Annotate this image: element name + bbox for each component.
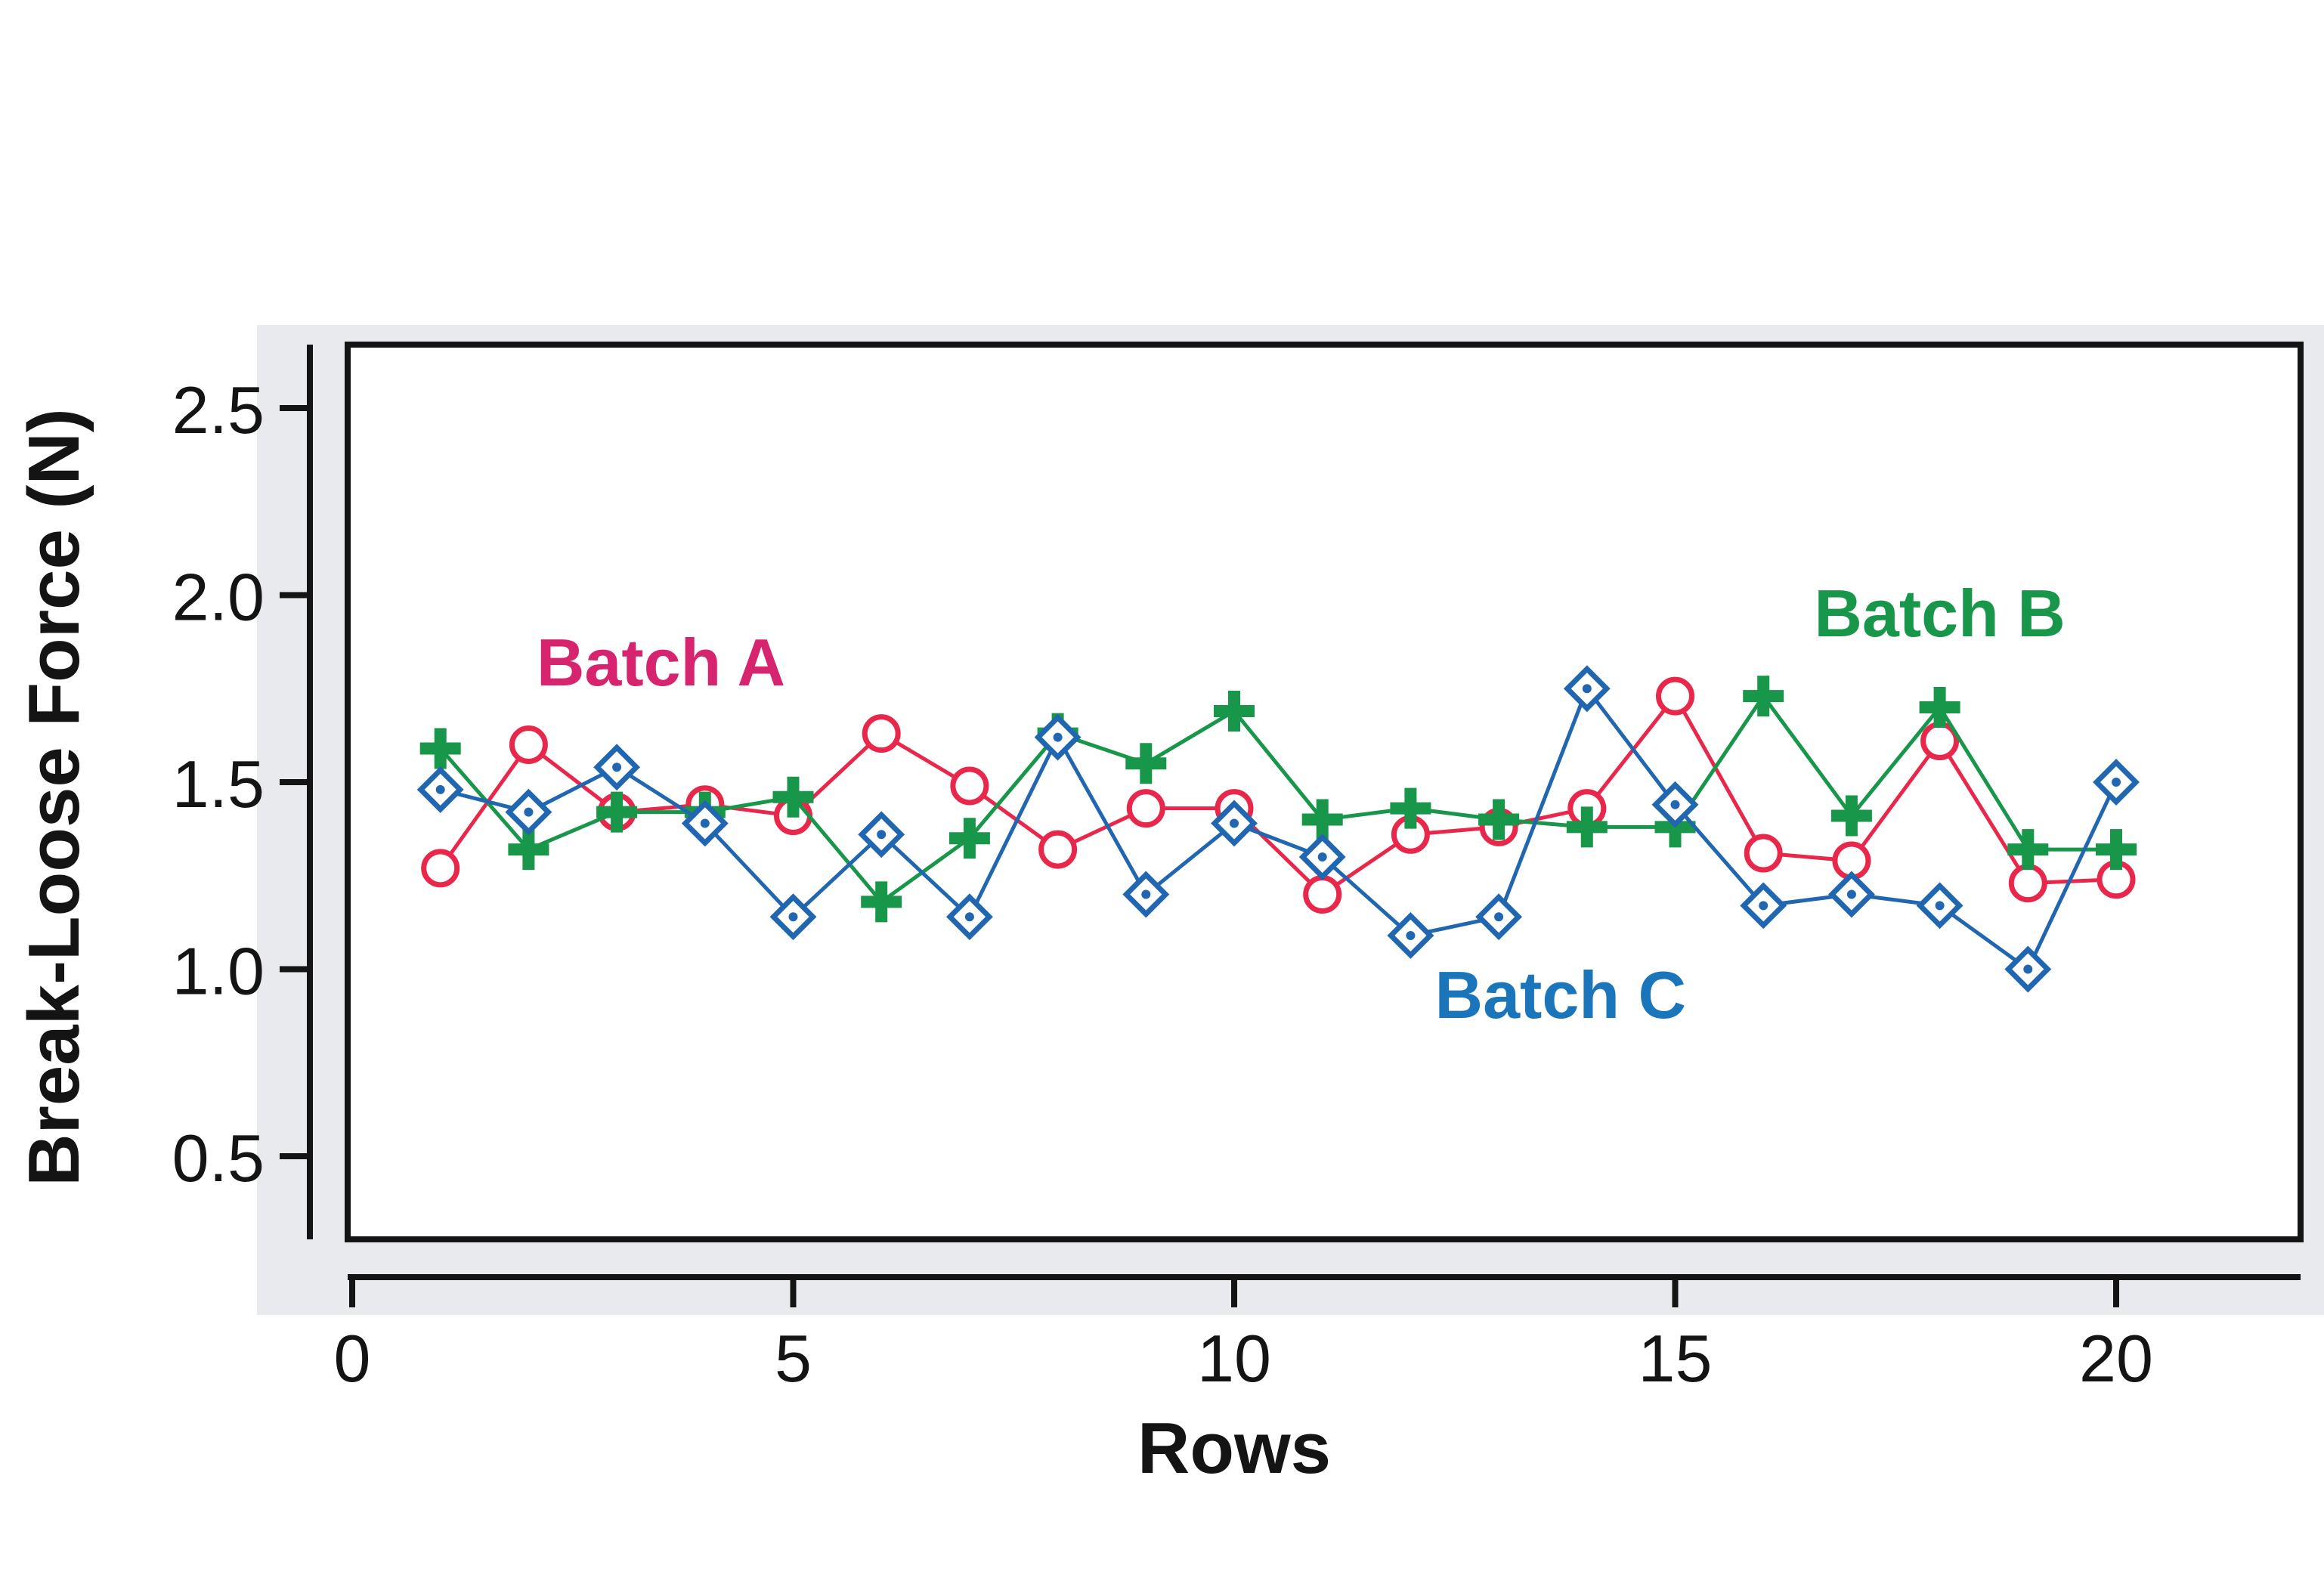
diamond-marker-dot xyxy=(700,818,710,828)
x-tick-label: 0 xyxy=(334,1321,371,1396)
y-axis-title: Break-Loose Force (N) xyxy=(14,408,94,1186)
diamond-marker-dot xyxy=(877,830,887,840)
diamond-marker-dot xyxy=(524,807,534,817)
circle-marker xyxy=(509,725,548,764)
y-tick-label: 2.0 xyxy=(172,560,265,635)
diamond-marker-dot xyxy=(2023,964,2033,974)
diamond-marker-dot xyxy=(1230,818,1239,828)
y-tick-label: 0.5 xyxy=(172,1121,265,1196)
series-label-batch-a: Batch A xyxy=(536,624,786,700)
circle-marker xyxy=(950,766,989,806)
circle-marker xyxy=(2008,864,2047,903)
x-axis-title: Rows xyxy=(1137,1408,1332,1489)
diamond-marker-dot xyxy=(612,763,622,772)
y-tick-label: 1.0 xyxy=(172,934,265,1009)
circle-marker xyxy=(1038,830,1078,869)
circle-marker xyxy=(1744,834,1783,873)
diamond-marker-dot xyxy=(1494,912,1504,922)
diamond-marker-dot xyxy=(1317,852,1327,862)
diamond-marker-dot xyxy=(1053,732,1063,742)
diamond-marker-dot xyxy=(964,912,974,922)
diamond-marker-dot xyxy=(1406,930,1416,940)
circle-marker xyxy=(862,714,901,753)
x-tick-label: 20 xyxy=(2079,1321,2153,1396)
diamond-marker-dot xyxy=(1670,800,1680,809)
diamond-marker-dot xyxy=(1846,889,1856,899)
diamond-marker-dot xyxy=(1759,901,1769,911)
series-label-batch-c: Batch C xyxy=(1434,957,1687,1033)
circle-marker xyxy=(1303,875,1342,914)
y-tick-label: 1.5 xyxy=(172,747,265,821)
diamond-marker-dot xyxy=(1582,684,1592,694)
diamond-marker-dot xyxy=(435,784,445,794)
circle-marker xyxy=(1126,789,1165,828)
series-label-batch-b: Batch B xyxy=(1814,576,2066,651)
diamond-marker-dot xyxy=(1935,901,1945,911)
circle-marker xyxy=(421,849,460,888)
x-tick-label: 15 xyxy=(1639,1321,1713,1396)
circle-marker xyxy=(1656,676,1694,716)
x-tick-label: 10 xyxy=(1197,1321,1271,1396)
diamond-marker-dot xyxy=(2112,778,2121,787)
plot-box xyxy=(345,342,2304,1242)
x-tick-label: 5 xyxy=(775,1321,812,1396)
diamond-marker-dot xyxy=(788,912,798,922)
y-tick-label: 2.5 xyxy=(172,373,265,447)
diamond-marker-dot xyxy=(1141,889,1151,899)
